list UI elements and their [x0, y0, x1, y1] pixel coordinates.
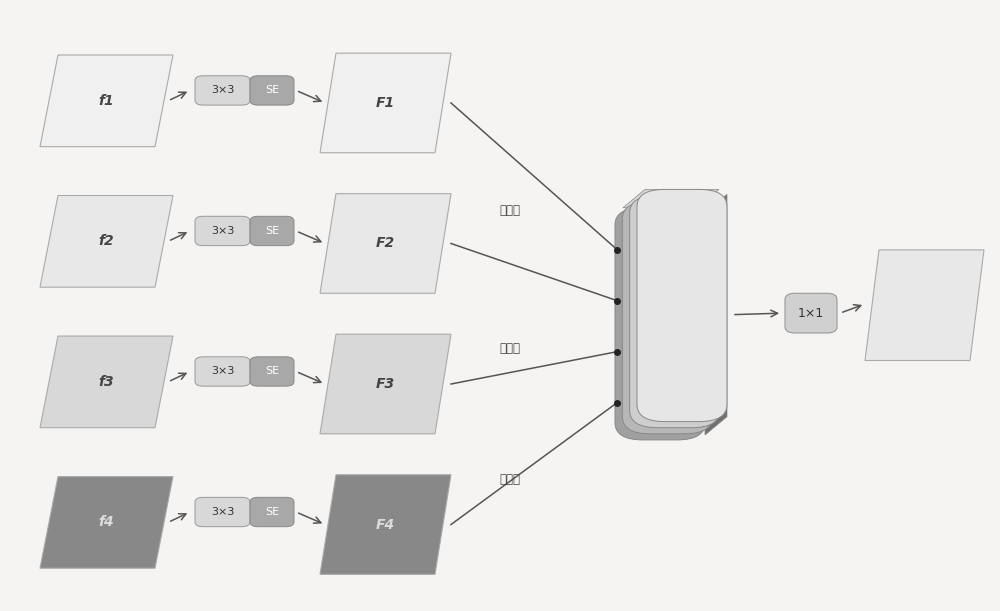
FancyBboxPatch shape	[250, 216, 294, 246]
Text: F1: F1	[376, 96, 395, 110]
Polygon shape	[40, 336, 173, 428]
Text: 上采样: 上采样	[500, 204, 520, 218]
Polygon shape	[40, 196, 173, 287]
Polygon shape	[320, 334, 451, 434]
Text: 3×3: 3×3	[211, 367, 234, 376]
FancyBboxPatch shape	[195, 76, 250, 105]
Text: 上采样: 上采样	[500, 342, 520, 355]
Polygon shape	[705, 194, 727, 435]
Polygon shape	[320, 475, 451, 574]
Text: 3×3: 3×3	[211, 226, 234, 236]
FancyBboxPatch shape	[637, 189, 727, 422]
Text: 1×1: 1×1	[798, 307, 824, 320]
Polygon shape	[320, 194, 451, 293]
Text: SE: SE	[265, 507, 279, 517]
Text: f4: f4	[99, 516, 114, 529]
FancyBboxPatch shape	[195, 357, 250, 386]
FancyBboxPatch shape	[250, 357, 294, 386]
Text: f3: f3	[99, 375, 114, 389]
FancyBboxPatch shape	[615, 208, 705, 440]
Polygon shape	[623, 189, 719, 208]
FancyBboxPatch shape	[250, 497, 294, 527]
Text: 上采样: 上采样	[500, 473, 520, 486]
Polygon shape	[865, 250, 984, 360]
FancyBboxPatch shape	[630, 196, 720, 428]
Polygon shape	[320, 53, 451, 153]
Text: f2: f2	[99, 235, 114, 248]
FancyBboxPatch shape	[622, 202, 712, 434]
Text: F2: F2	[376, 236, 395, 251]
FancyBboxPatch shape	[250, 76, 294, 105]
Polygon shape	[40, 55, 173, 147]
Text: SE: SE	[265, 367, 279, 376]
FancyBboxPatch shape	[785, 293, 837, 333]
Text: f1: f1	[99, 94, 114, 108]
Polygon shape	[40, 477, 173, 568]
Text: SE: SE	[265, 86, 279, 95]
FancyBboxPatch shape	[195, 216, 250, 246]
Text: F3: F3	[376, 377, 395, 391]
FancyBboxPatch shape	[195, 497, 250, 527]
Text: SE: SE	[265, 226, 279, 236]
Text: 3×3: 3×3	[211, 507, 234, 517]
Text: F4: F4	[376, 518, 395, 532]
Text: 3×3: 3×3	[211, 86, 234, 95]
